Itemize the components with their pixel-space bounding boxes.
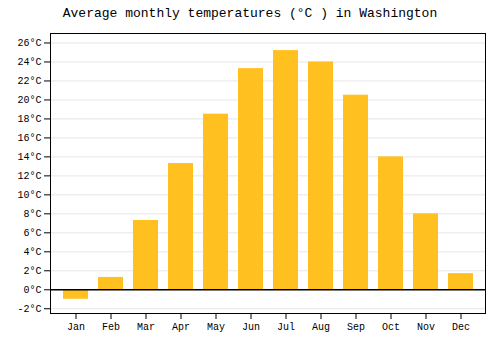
svg-text:8°C: 8°C: [23, 209, 41, 220]
svg-text:Sep: Sep: [347, 322, 365, 333]
svg-text:Nov: Nov: [417, 322, 435, 333]
svg-text:Oct: Oct: [382, 322, 400, 333]
svg-text:Jun: Jun: [242, 322, 260, 333]
svg-text:26°C: 26°C: [17, 38, 41, 49]
svg-text:20°C: 20°C: [17, 95, 41, 106]
svg-text:0°C: 0°C: [23, 285, 41, 296]
svg-text:14°C: 14°C: [17, 152, 41, 163]
svg-text:Feb: Feb: [102, 322, 120, 333]
svg-text:Dec: Dec: [452, 322, 470, 333]
html-text:Average monthly temperatures (: Average monthly temperatures (°C ) in Wa…: [62, 6, 438, 21]
svg-text:4°C: 4°C: [23, 247, 41, 258]
svg-text:22°C: 22°C: [17, 76, 41, 87]
svg-text:18°C: 18°C: [17, 114, 41, 125]
svg-text:2°C: 2°C: [23, 266, 41, 277]
svg-text:6°C: 6°C: [23, 228, 41, 239]
svg-text:Mar: Mar: [137, 322, 155, 333]
svg-text:Aug: Aug: [312, 322, 330, 333]
svg-text:10°C: 10°C: [17, 190, 41, 201]
svg-text:24°C: 24°C: [17, 57, 41, 68]
svg-text:12°C: 12°C: [17, 171, 41, 182]
svg-text:Apr: Apr: [172, 322, 190, 333]
svg-text:Jul: Jul: [277, 322, 295, 333]
svg-text:Jan: Jan: [67, 322, 85, 333]
svg-text:16°C: 16°C: [17, 133, 41, 144]
svg-text:-2°C: -2°C: [17, 304, 41, 315]
svg-text:May: May: [207, 322, 225, 333]
